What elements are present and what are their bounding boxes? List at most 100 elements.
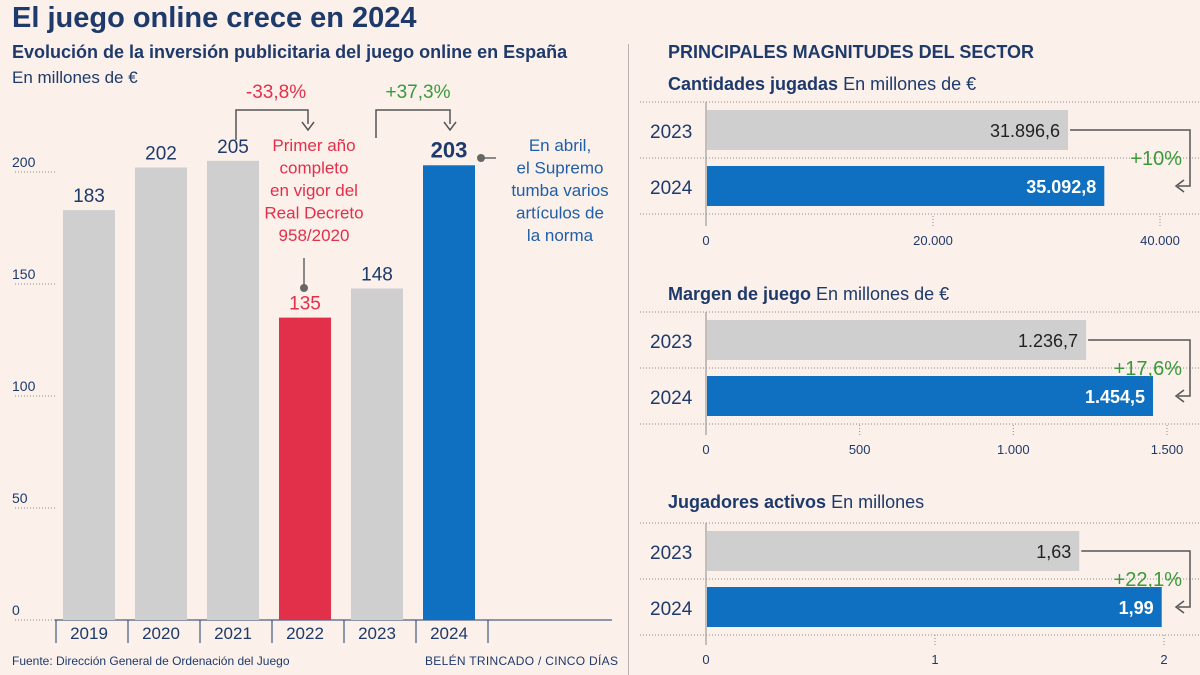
x-tick-label: 500 [849, 442, 871, 457]
bar-2023 [707, 320, 1087, 360]
change-arrowhead [1174, 600, 1185, 614]
note-2022-dot [300, 284, 308, 292]
drop-arrowhead [301, 121, 315, 132]
note-2024-line: tumba varios [511, 181, 608, 200]
bar-2024 [423, 165, 475, 620]
x-tick-label: 0 [702, 652, 709, 667]
change-arrowhead [1174, 389, 1185, 403]
main-title: El juego online crece en 2024 [12, 2, 417, 34]
bar-value-label: 202 [145, 144, 177, 165]
bar-value-label: 148 [361, 264, 393, 285]
bar-value-label: 203 [431, 137, 468, 162]
panel-title-jugadores: Jugadores activos En millones [668, 492, 924, 513]
x-tick-label: 2024 [430, 624, 468, 643]
panel-title-unit: En millones [831, 492, 925, 512]
x-tick-label: 0 [702, 233, 709, 248]
bar-2024 [707, 587, 1162, 627]
note-2024-line: artículos de [516, 204, 604, 223]
bar-2019 [63, 210, 115, 620]
author-credit: BELÉN TRINCADO / CINCO DÍAS [425, 654, 619, 668]
bar-value-label: 1,99 [1119, 598, 1154, 618]
x-tick-label: 1.000 [997, 442, 1030, 457]
y-tick-label: 150 [12, 266, 36, 282]
section-divider [628, 44, 629, 675]
y-tick-label: 200 [12, 154, 36, 170]
bar-value-label: 205 [217, 137, 249, 158]
panel-title-bold: Cantidades jugadas [668, 74, 839, 94]
row-label: 2024 [650, 178, 693, 199]
bar-2024 [707, 166, 1105, 206]
note-2024: En abril, el Supremo tumba varios artículos… [511, 136, 608, 245]
note-2022: Primer año completo en vigor del Real Decre… [264, 136, 363, 245]
panel-3: 2023 1,63 2024 1,99 0 1 2 +22,1% [640, 522, 1200, 667]
y-tick-label: 100 [12, 378, 36, 394]
note-2022-line: Real Decreto [264, 204, 363, 223]
y-tick-label: 50 [12, 490, 28, 506]
note-2024-line: la norma [527, 226, 594, 245]
y-tick-label: 0 [12, 602, 20, 618]
x-tick-label: 2022 [286, 624, 324, 643]
x-tick-label: 0 [702, 442, 709, 457]
note-2024-line: el Supremo [517, 159, 604, 178]
change-percentage: +17,6% [1114, 358, 1183, 380]
note-2022-line: en vigor del [270, 181, 358, 200]
rise-connector [375, 109, 451, 138]
panel-title-unit: En millones de € [843, 74, 977, 94]
bar-value-label: 183 [73, 186, 105, 207]
row-label: 2024 [650, 599, 693, 620]
row-label: 2023 [650, 122, 692, 143]
bar-value-label: 1,63 [1036, 542, 1071, 562]
change-connector [1088, 339, 1191, 397]
change-connector [1070, 129, 1191, 187]
bar-value-label: 135 [289, 294, 321, 315]
x-tick-label: 20.000 [913, 233, 953, 248]
change-percentage: +10% [1130, 148, 1182, 170]
bar-2020 [135, 167, 187, 620]
x-tick-label: 2023 [358, 624, 396, 643]
change-arrowhead [1174, 179, 1185, 193]
change-percentage: +22,1% [1114, 569, 1183, 591]
panel-1: 2023 31.896,6 2024 35.092,8 0 20.000 40.000 +10… [640, 101, 1200, 248]
x-tick-label: 2021 [214, 624, 252, 643]
drop-percentage: -33,8% [246, 82, 306, 103]
bar-value-label: 31.896,6 [990, 121, 1060, 141]
sector-title: PRINCIPALES MAGNITUDES DEL SECTOR [668, 42, 1035, 62]
drop-connector [235, 109, 309, 140]
x-tick-label: 2020 [142, 624, 180, 643]
panel-title-cantidades: Cantidades jugadas En millones de € [668, 74, 976, 95]
bar-value-label: 1.236,7 [1018, 331, 1078, 351]
rise-arrowhead [443, 121, 457, 132]
bar-2023 [351, 288, 403, 620]
note-2022-line: completo [280, 159, 349, 178]
x-tick-label: 2 [1160, 652, 1167, 667]
x-tick-label: 2019 [70, 624, 108, 643]
note-2022-line: 958/2020 [279, 226, 350, 245]
row-label: 2023 [650, 543, 692, 564]
bar-2023 [707, 110, 1069, 150]
source-note: Fuente: Dirección General de Ordenación … [12, 654, 290, 668]
bar-value-label: 1.454,5 [1085, 387, 1145, 407]
x-tick-label: 1.500 [1151, 442, 1184, 457]
panel-title-bold: Jugadores activos [668, 492, 827, 512]
x-tick-label: 1 [931, 652, 938, 667]
panel-title-margen: Margen de juego En millones de € [668, 284, 949, 305]
row-label: 2024 [650, 388, 693, 409]
note-2022-line: Primer año [272, 136, 355, 155]
left-chart-unit: En millones de € [12, 68, 138, 87]
bar-value-label: 35.092,8 [1026, 177, 1096, 197]
bar-2023 [707, 531, 1080, 571]
panel-title-unit: En millones de € [816, 284, 950, 304]
panel-title-bold: Margen de juego [668, 284, 812, 304]
x-tick-label: 40.000 [1140, 233, 1180, 248]
rise-percentage: +37,3% [386, 82, 451, 103]
panel-2: 2023 1.236,7 2024 1.454,5 0 500 1.000 1.500 +17,… [640, 311, 1200, 457]
row-label: 2023 [650, 332, 692, 353]
bar-2021 [207, 160, 259, 621]
note-2024-line: En abril, [529, 136, 591, 155]
change-connector [1081, 550, 1191, 608]
bar-2024 [707, 376, 1154, 416]
bar-2022 [279, 317, 331, 620]
investment-bar-chart: 0 50 100 150 200 183 2019 202 2020 205 2021 135 2022… [12, 82, 612, 643]
left-chart-subtitle: Evolución de la inversión publicitaria d… [12, 42, 568, 62]
